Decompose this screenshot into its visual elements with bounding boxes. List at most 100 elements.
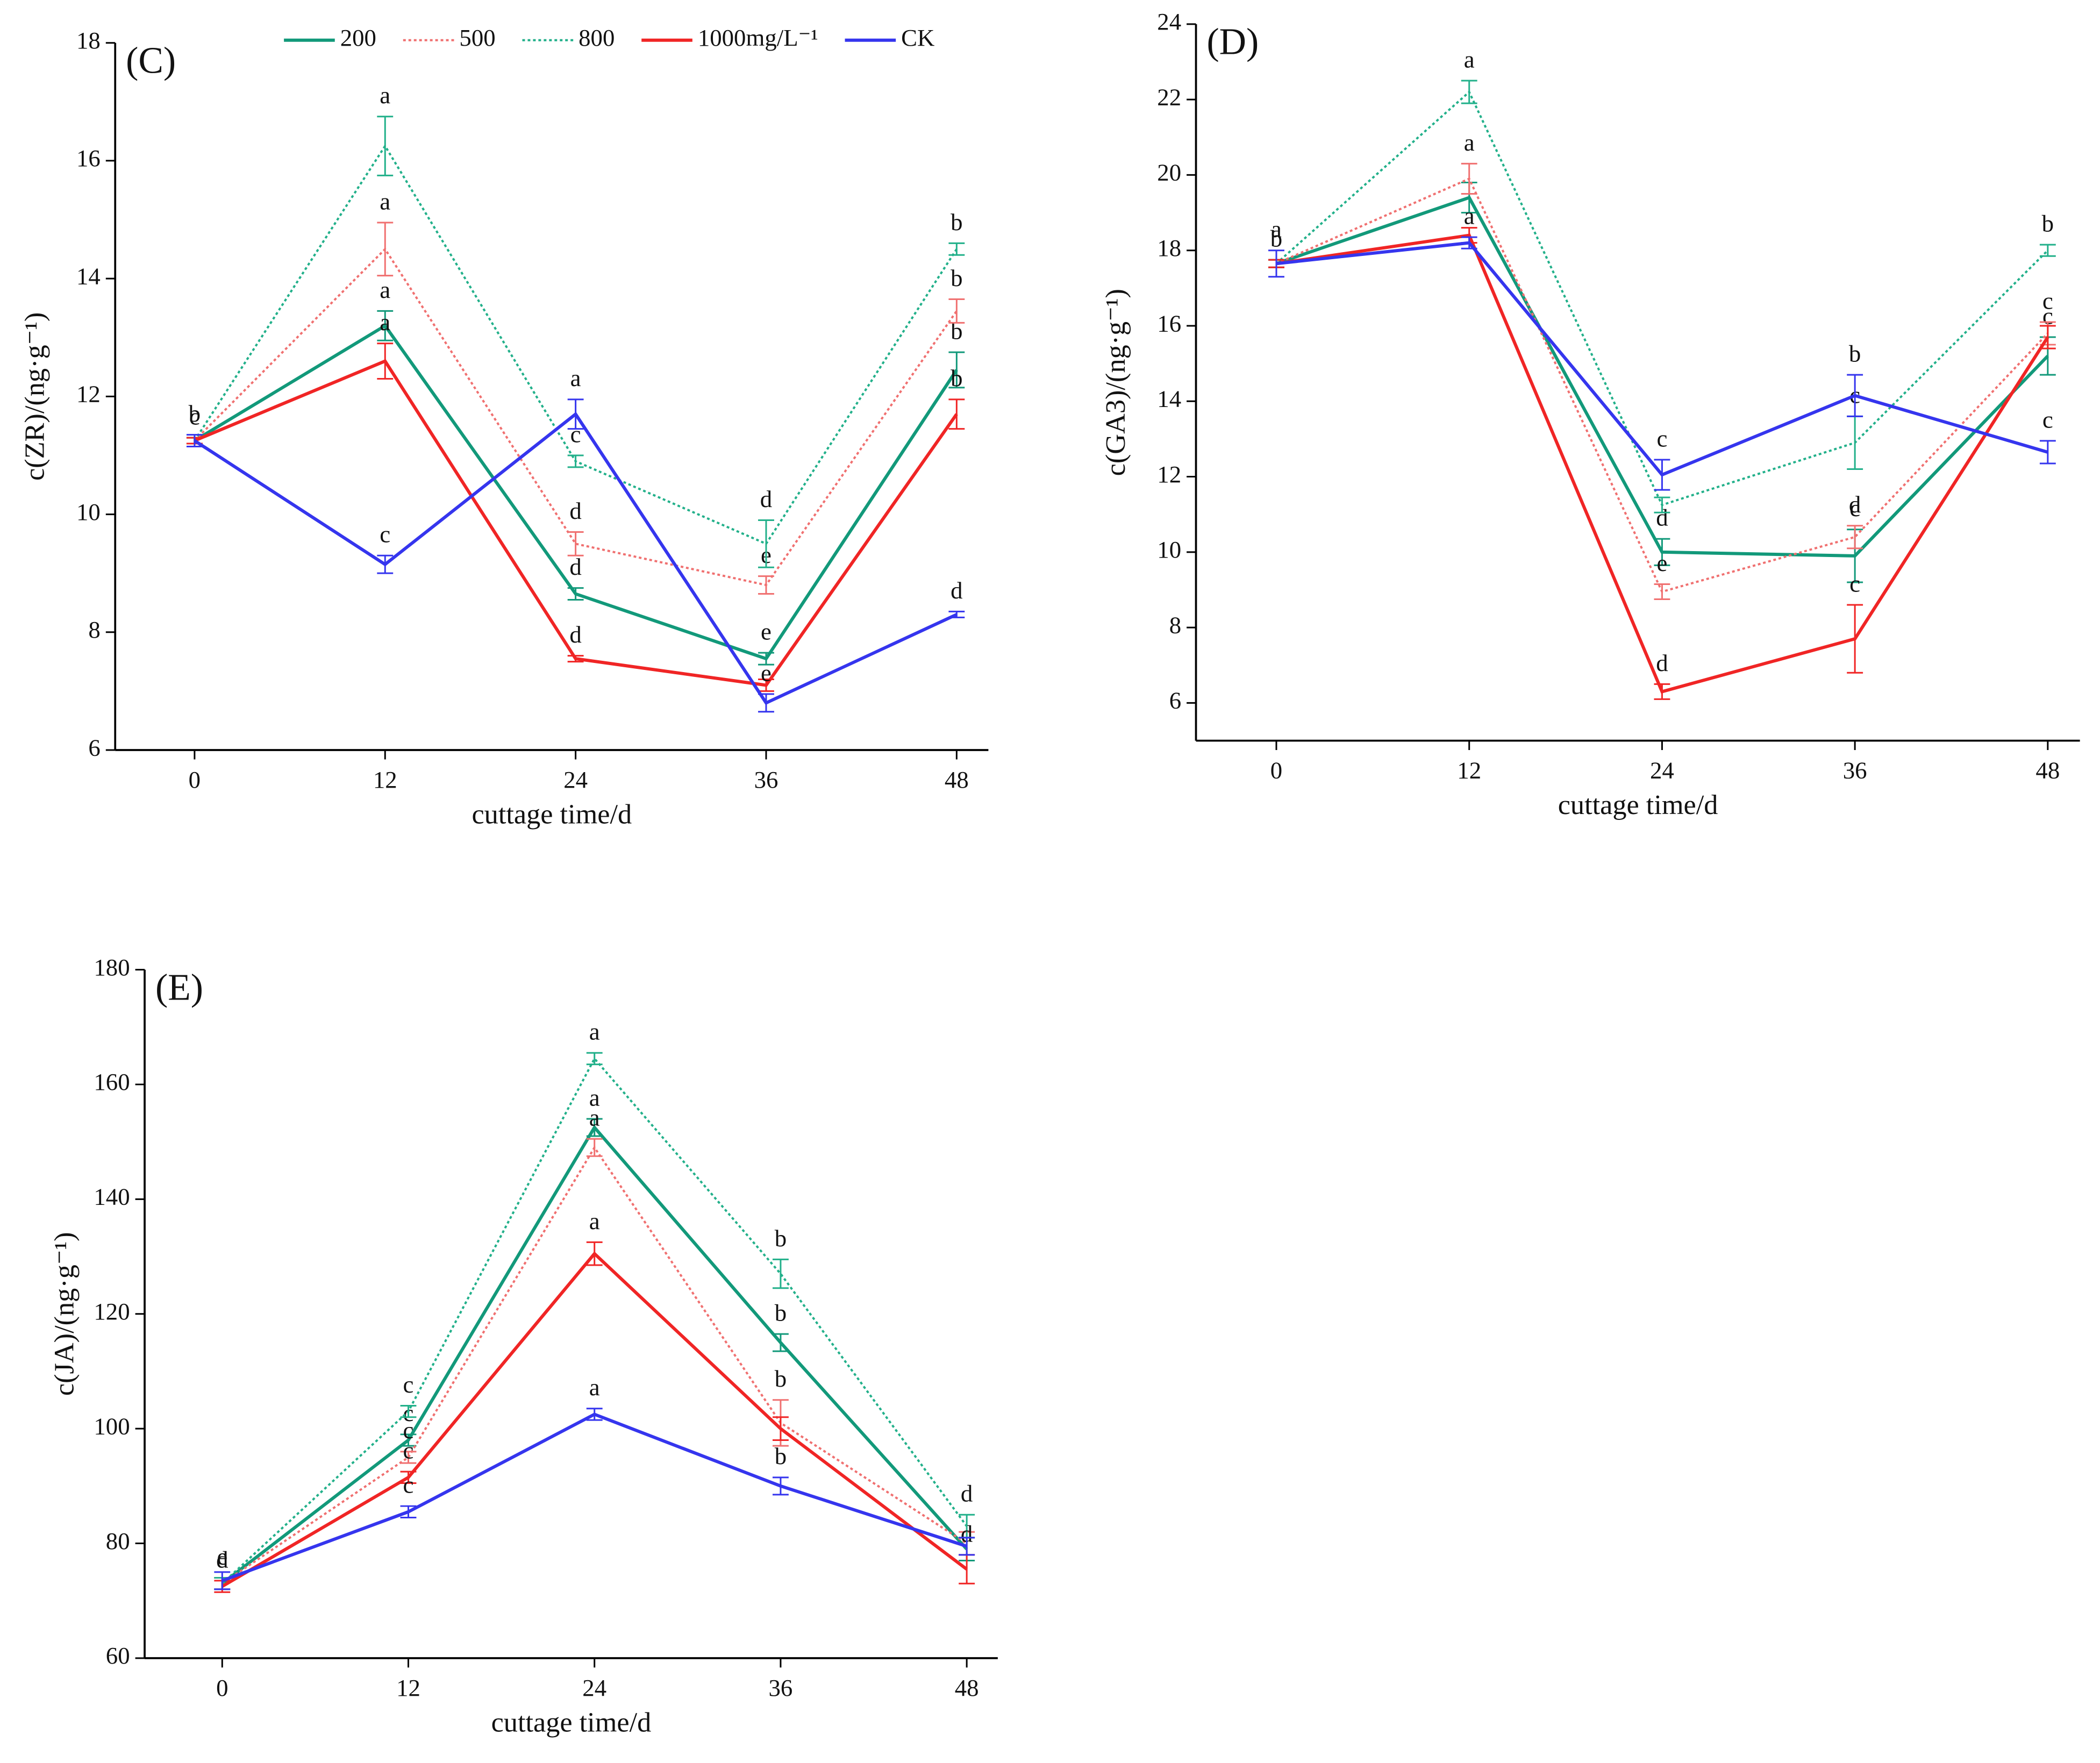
panel-label: (C) (126, 40, 176, 82)
error-bar (1654, 496, 1670, 513)
legend-label: 1000mg/L⁻¹ (698, 24, 818, 51)
y-tick-label: 160 (94, 1068, 130, 1095)
significance-letter: d (1849, 491, 1861, 518)
error-bar (400, 1471, 417, 1484)
significance-letter: e (761, 659, 772, 686)
significance-letter: d (760, 486, 772, 512)
error-bar (758, 693, 774, 713)
error-bar (1847, 374, 1863, 417)
error-bar (1461, 236, 1477, 249)
x-axis-title: cuttage time/d (472, 799, 632, 830)
x-tick-label: 48 (2035, 757, 2060, 784)
y-tick-label: 12 (76, 381, 101, 408)
significance-letter: b (1270, 225, 1282, 252)
y-tick-label: 10 (76, 498, 101, 525)
error-bar (948, 398, 965, 430)
series-line (194, 247, 958, 587)
significance-letter: a (1464, 46, 1475, 73)
significance-letter: e (1656, 549, 1667, 576)
x-tick-label: 12 (396, 1674, 420, 1701)
error-bar (567, 655, 584, 663)
y-tick-label: 120 (94, 1298, 130, 1325)
significance-letter: c (189, 403, 200, 430)
significance-letter: a (380, 188, 390, 215)
error-bar (377, 222, 394, 277)
y-tick-label: 8 (1169, 611, 1181, 638)
y-tick-label: 10 (1157, 536, 1181, 563)
x-tick-label: 24 (582, 1674, 606, 1701)
error-bar (586, 1118, 603, 1137)
y-tick-label: 180 (94, 954, 130, 981)
error-bar (1461, 162, 1477, 195)
x-tick-label: 36 (1843, 757, 1867, 784)
x-tick-label: 36 (754, 766, 778, 793)
x-tick-label: 48 (955, 1674, 979, 1701)
error-bar (1847, 415, 1863, 470)
y-tick-label: 16 (76, 145, 101, 172)
error-bar (377, 116, 394, 176)
significance-letter: c (1849, 495, 1860, 522)
error-bar (377, 310, 394, 341)
y-tick-label: 18 (76, 27, 101, 54)
x-tick-label: 48 (945, 766, 969, 793)
error-bar (948, 242, 965, 256)
significance-letter: a (589, 1104, 600, 1131)
error-bar (1268, 249, 1284, 278)
error-bar (2039, 244, 2056, 257)
error-bar (1461, 80, 1477, 104)
significance-letter: b (951, 318, 962, 345)
legend-label: 500 (459, 24, 495, 51)
error-bar (1654, 683, 1670, 700)
significance-letter: c (403, 1472, 414, 1498)
significance-letter: c (403, 1417, 414, 1444)
significance-letter: b (951, 265, 962, 291)
error-bar (1654, 538, 1670, 566)
error-bar (758, 575, 774, 595)
significance-letter: b (951, 209, 962, 235)
x-tick-label: 0 (189, 766, 201, 793)
x-tick-label: 36 (769, 1674, 793, 1701)
error-bar (567, 454, 584, 468)
x-tick-label: 12 (373, 766, 397, 793)
y-tick-label: 100 (94, 1412, 130, 1439)
error-bar (400, 1451, 417, 1464)
y-tick-label: 18 (1157, 234, 1181, 261)
y-tick-label: 22 (1157, 83, 1181, 110)
x-axis-title: cuttage time/d (491, 1707, 652, 1738)
x-axis-title: cuttage time/d (1558, 789, 1718, 820)
y-axis-title: c(GA3)/(ng·g⁻¹) (1100, 289, 1131, 476)
significance-letter: c (2042, 287, 2053, 314)
y-tick-label: 12 (1157, 461, 1181, 488)
y-axis-title: c(ZR)/(ng·g⁻¹) (19, 312, 51, 481)
significance-letter: a (570, 365, 581, 391)
error-bar (948, 610, 965, 618)
significance-letter: c (570, 420, 581, 447)
significance-letter: b (775, 1299, 787, 1326)
significance-letter: a (380, 276, 390, 303)
error-bar (586, 1241, 603, 1266)
y-tick-label: 16 (1157, 310, 1181, 337)
significance-letter: a (380, 309, 390, 336)
significance-letter: a (589, 1018, 600, 1045)
significance-letter: d (961, 1480, 973, 1507)
significance-letter: c (2042, 406, 2053, 433)
significance-letter: d (569, 497, 581, 524)
error-bar (377, 342, 394, 380)
error-bar (758, 519, 774, 568)
y-tick-label: 14 (1157, 386, 1181, 412)
y-tick-label: 6 (88, 734, 100, 761)
error-bar (948, 351, 965, 389)
y-tick-label: 80 (106, 1528, 130, 1554)
legend-label: 200 (340, 24, 376, 51)
error-bar (758, 652, 774, 666)
y-tick-label: 8 (88, 616, 100, 643)
significance-letter: a (1464, 129, 1475, 156)
y-tick-label: 60 (106, 1642, 130, 1669)
significance-letter: c (1849, 570, 1860, 597)
significance-letter: d (569, 621, 581, 648)
y-axis-title: c(JA)/(ng·g⁻¹) (49, 1232, 80, 1396)
significance-letter: c (403, 1371, 414, 1398)
error-bar (959, 1537, 975, 1556)
error-bar (186, 434, 203, 448)
significance-letter: d (1656, 649, 1668, 676)
